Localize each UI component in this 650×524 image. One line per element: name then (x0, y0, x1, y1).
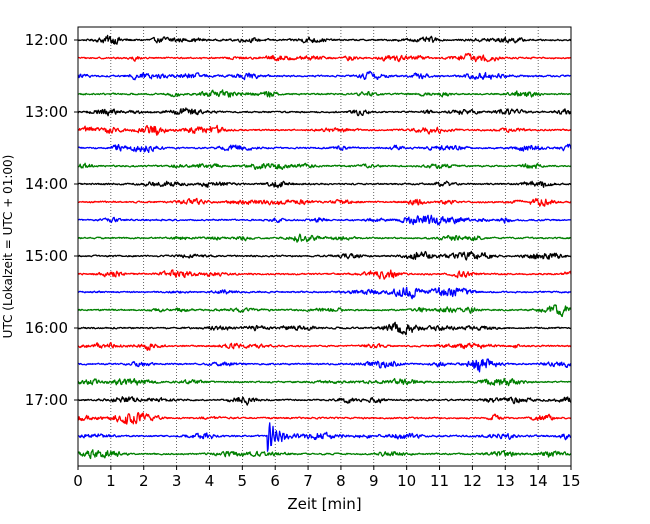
seismic-trace (77, 250, 572, 261)
y-axis-label: UTC (Lokalzeit = UTC + 01:00) (1, 155, 15, 339)
seismic-trace (77, 269, 572, 280)
seismic-trace (77, 412, 572, 425)
x-axis-label: Zeit [min] (287, 495, 361, 513)
seismic-trace (77, 70, 572, 81)
x-tick-label: 6 (270, 472, 280, 490)
seismic-trace (77, 341, 572, 351)
y-tick-label: 13:00 (25, 103, 68, 121)
x-tick-label: 0 (73, 472, 83, 490)
x-tick-label: 3 (172, 472, 182, 490)
x-tick-label: 15 (561, 472, 580, 490)
seismic-trace (77, 180, 572, 189)
seismic-trace (77, 449, 572, 460)
y-tick-label: 17:00 (25, 391, 68, 409)
trace-group (77, 34, 572, 460)
x-tick-label: 2 (139, 472, 149, 490)
x-tick-label: 13 (496, 472, 515, 490)
x-tick-label: 4 (205, 472, 215, 490)
seismic-trace (77, 124, 572, 136)
seismic-trace (77, 214, 572, 226)
x-tick-label: 11 (430, 472, 449, 490)
seismic-trace (77, 422, 572, 452)
seismic-trace (77, 358, 572, 373)
y-tick-label: 16:00 (25, 319, 68, 337)
seismic-trace (77, 162, 572, 170)
seismic-trace (77, 377, 572, 387)
seismic-trace (77, 286, 572, 300)
x-tick-label: 12 (463, 472, 482, 490)
x-tick-label: 5 (238, 472, 248, 490)
seismic-trace (77, 89, 572, 98)
x-tick-label: 8 (336, 472, 346, 490)
x-tick-label: 10 (397, 472, 416, 490)
y-tick-label: 15:00 (25, 247, 68, 265)
y-tick-label: 14:00 (25, 175, 68, 193)
seismic-trace (77, 143, 572, 154)
x-tick-label: 14 (529, 472, 548, 490)
seismic-trace (77, 321, 572, 336)
seismic-trace (77, 34, 572, 45)
seismic-trace (77, 107, 572, 117)
plot-frame (77, 26, 572, 467)
seismic-trace (77, 233, 572, 243)
x-tick-label: 9 (369, 472, 379, 490)
x-tick-label: 7 (303, 472, 313, 490)
seismic-trace (77, 304, 572, 318)
seismic-trace (77, 197, 572, 207)
y-tick-label: 12:00 (25, 31, 68, 49)
seismic-trace (77, 396, 572, 406)
seismic-trace (77, 52, 572, 63)
x-axis: 0 1 2 3 4 5 6 7 8 9 10 11 12 13 14 15 (73, 466, 581, 490)
y-axis: 12:00 13:00 14:00 15:00 16:00 17:00 (25, 31, 78, 409)
x-tick-label: 1 (106, 472, 116, 490)
